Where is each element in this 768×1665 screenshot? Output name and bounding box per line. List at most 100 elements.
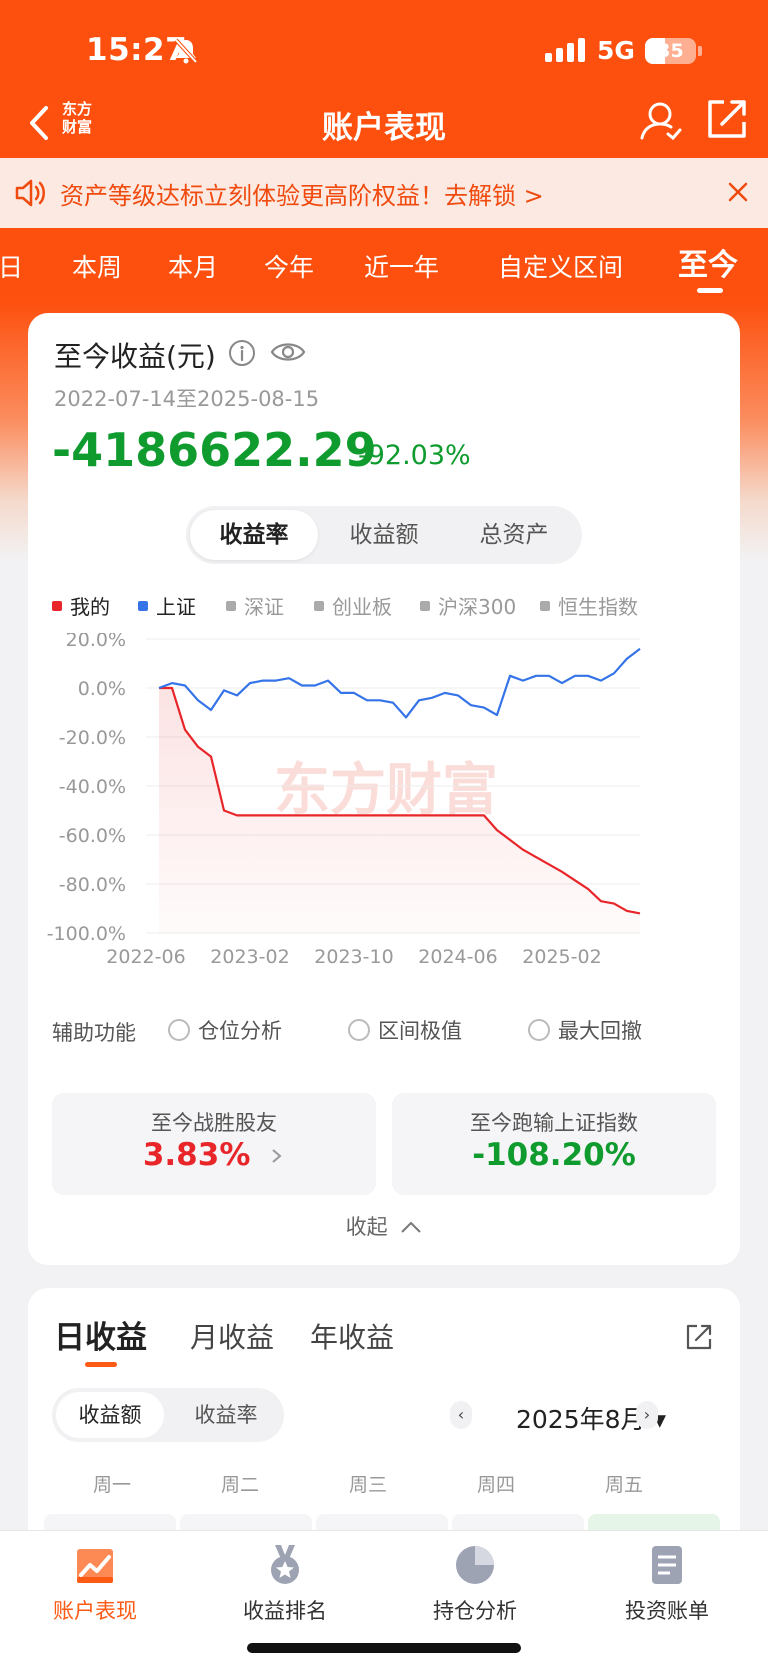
y-tick-label: -60.0% <box>59 825 126 847</box>
return-chart[interactable]: 东方财富 20.0% 0.0% -20.0% -40.0% -60.0% -80.0% -10… <box>28 633 740 1013</box>
bottom-nav: 账户表现 收益排名 持仓分析 投资账单 <box>0 1530 768 1665</box>
x-tick-label: 2024-06 <box>418 946 497 968</box>
signal-icon <box>545 38 585 62</box>
status-bar: 15:27 5G 35 <box>0 0 768 95</box>
legend-shanghai[interactable]: 上证 <box>138 591 196 620</box>
brand-logo: 东方 财富 <box>62 100 93 136</box>
tab-monthly-profit[interactable]: 月收益 <box>190 1321 275 1354</box>
weekday-tue: 周二 <box>220 1474 259 1496</box>
info-icon[interactable] <box>228 339 256 367</box>
profit-card: 至今收益(元) 2022-07-14至2025-08-15 -4186622.2… <box>28 313 740 1265</box>
promo-banner[interactable]: 资产等级达标立刻体验更高阶权益！去解锁 > <box>0 158 768 228</box>
vs-index-box: 至今跑输上证指数 -108.20% <box>392 1093 716 1195</box>
profit-amount: -4186622.29 <box>52 423 377 477</box>
weekday-thu: 周四 <box>476 1474 515 1496</box>
option-position-analysis[interactable]: 仓位分析 <box>168 1015 282 1045</box>
x-tick-label: 2023-10 <box>314 946 393 968</box>
back-button[interactable] <box>22 102 56 144</box>
tab-day[interactable]: 日 <box>0 253 24 282</box>
trend-chart-icon <box>77 1549 113 1583</box>
y-tick-label: -80.0% <box>59 874 126 896</box>
legend-shenzhen[interactable]: 深证 <box>226 591 284 620</box>
vs-index-value: -108.20% <box>472 1137 636 1173</box>
tab-daily-profit[interactable]: 日收益 <box>54 1320 147 1356</box>
profit-title: 至今收益(元) <box>54 340 216 373</box>
series-line-shanghai <box>158 647 641 719</box>
nav-bar: 东方 财富 账户表现 <box>0 88 768 158</box>
bell-muted-icon <box>174 38 198 64</box>
y-tick-label: 20.0% <box>66 633 126 651</box>
x-tick-label: 2025-02 <box>522 946 601 968</box>
metric-segment: 收益率 收益额 总资产 <box>186 506 582 564</box>
next-month-button[interactable]: › <box>636 1401 658 1429</box>
metric-tab-return-amount[interactable]: 收益额 <box>349 522 419 548</box>
legend-mine[interactable]: 我的 <box>52 591 110 620</box>
nav-label: 持仓分析 <box>433 1599 517 1623</box>
beat-peers-label: 至今战胜股友 <box>151 1111 277 1135</box>
daily-metric-segment: 收益额 收益率 <box>52 1388 284 1442</box>
share-icon[interactable] <box>706 98 748 140</box>
beat-peers-value: 3.83% <box>142 1137 251 1173</box>
user-icon[interactable] <box>638 98 682 142</box>
option-max-drawdown[interactable]: 最大回撤 <box>528 1015 642 1045</box>
nav-investment-bill[interactable]: 投资账单 <box>572 1543 762 1625</box>
export-icon[interactable] <box>684 1322 714 1352</box>
nav-profit-ranking[interactable]: 收益排名 <box>190 1543 380 1625</box>
chevron-right-icon <box>272 1149 282 1163</box>
nav-position-analysis[interactable]: 持仓分析 <box>380 1543 570 1625</box>
daily-tab-amount[interactable]: 收益额 <box>56 1392 164 1438</box>
y-tick-label: -20.0% <box>59 727 126 749</box>
tab-month[interactable]: 本月 <box>168 253 219 282</box>
chevron-up-icon <box>401 1221 422 1233</box>
speaker-icon <box>15 179 45 207</box>
home-indicator <box>247 1643 521 1653</box>
chart-legend: 我的 上证 深证 创业板 沪深300 恒生指数 <box>52 591 732 621</box>
legend-csi300[interactable]: 沪深300 <box>420 591 516 620</box>
x-tick-label: 2023-02 <box>210 946 289 968</box>
legend-hang-seng[interactable]: 恒生指数 <box>540 591 638 620</box>
aux-functions: 辅助功能 仓位分析 区间极值 最大回撤 <box>52 1015 732 1049</box>
metric-tab-return-rate[interactable]: 收益率 <box>190 510 318 560</box>
tab-yearly-profit[interactable]: 年收益 <box>310 1321 395 1354</box>
tab2-indicator <box>85 1362 117 1367</box>
nav-label: 账户表现 <box>53 1599 137 1623</box>
nav-label: 收益排名 <box>243 1599 327 1623</box>
battery-icon: 35 <box>645 38 696 64</box>
option-range-extremes[interactable]: 区间极值 <box>348 1015 462 1045</box>
y-tick-label: -40.0% <box>59 776 126 798</box>
period-tabs: 日 本周 本月 今年 近一年 自定义区间 至今 <box>0 232 768 296</box>
close-icon[interactable] <box>724 178 752 206</box>
medal-icon <box>271 1545 299 1584</box>
network-type: 5G <box>597 36 635 65</box>
tab-to-date[interactable]: 至今 <box>678 248 738 283</box>
beat-peers-box[interactable]: 至今战胜股友 3.83% <box>52 1093 376 1195</box>
tab-year[interactable]: 今年 <box>264 253 315 282</box>
series-line-mine <box>159 686 641 915</box>
battery-level: 35 <box>657 40 684 62</box>
weekday-wed: 周三 <box>348 1474 387 1496</box>
y-tick-label: 0.0% <box>78 678 126 700</box>
weekday-fri: 周五 <box>604 1474 643 1496</box>
metric-tab-total-assets[interactable]: 总资产 <box>479 522 549 548</box>
nav-account-performance[interactable]: 账户表现 <box>0 1543 190 1625</box>
daily-tab-rate[interactable]: 收益率 <box>194 1403 258 1427</box>
eye-icon[interactable] <box>270 338 306 366</box>
y-tick-label: -100.0% <box>47 923 126 945</box>
nav-label: 投资账单 <box>625 1599 709 1623</box>
status-time: 15:27 <box>86 32 188 68</box>
date-range: 2022-07-14至2025-08-15 <box>54 387 320 411</box>
tab-custom-range[interactable]: 自定义区间 <box>498 253 624 282</box>
collapse-button[interactable]: 收起 <box>28 1211 740 1241</box>
tab-last-year[interactable]: 近一年 <box>364 253 440 282</box>
legend-chinext[interactable]: 创业板 <box>314 591 392 620</box>
aux-label: 辅助功能 <box>52 1021 136 1045</box>
banner-text[interactable]: 资产等级达标立刻体验更高阶权益！去解锁 > <box>60 182 544 210</box>
active-tab-indicator <box>697 288 723 293</box>
pie-chart-icon <box>456 1546 494 1584</box>
prev-month-button[interactable]: ‹ <box>450 1401 472 1429</box>
x-tick-label: 2022-06 <box>106 946 185 968</box>
watermark-text: 东方财富 <box>274 758 498 823</box>
weekday-mon: 周一 <box>92 1474 131 1496</box>
profit-percent: -92.03% <box>358 440 471 471</box>
tab-week[interactable]: 本周 <box>72 253 123 282</box>
